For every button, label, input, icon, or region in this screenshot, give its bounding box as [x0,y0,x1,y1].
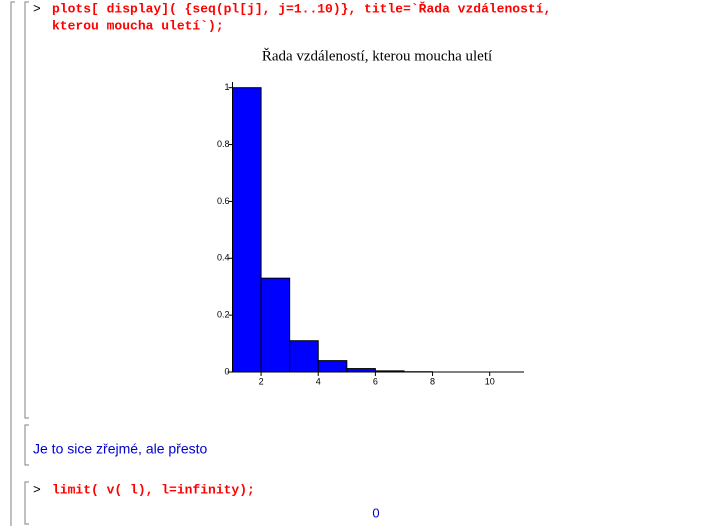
prompt: > [33,1,41,16]
section-bracket [10,1,15,526]
bar [289,340,319,373]
y-tick-label: 0.2 [217,310,230,320]
y-tick-label: 0.4 [217,253,230,263]
input-line[interactable]: plots[ display]( {seq(pl[j], j=1..10)}, … [52,1,551,16]
bar [346,368,376,373]
bar [260,277,291,373]
text-paragraph[interactable]: Je to sice zřejmé, ale přesto [33,441,208,457]
y-tick-label: 0.6 [217,196,230,206]
input-line[interactable]: limit( v( l), l=infinity); [52,482,255,497]
x-tick-label: 2 [259,376,264,386]
bar [232,87,262,373]
bar [317,360,348,373]
prompt: > [33,482,41,497]
chart-title: Řada vzdáleností, kterou moucha uletí [262,47,492,64]
group-bracket [24,481,29,525]
x-tick-label: 4 [316,376,321,386]
y-tick-label: 1 [224,82,229,92]
group-bracket [24,424,29,466]
x-tick-label: 10 [485,376,495,386]
x-tick-label: 8 [430,376,435,386]
y-tick-label: 0.8 [217,139,230,149]
output: 0 [372,505,379,520]
y-tick-label: 0 [224,366,229,376]
group-bracket [24,1,29,419]
x-tick-label: 6 [373,376,378,386]
input-line[interactable]: kterou moucha uletí`); [52,18,224,33]
